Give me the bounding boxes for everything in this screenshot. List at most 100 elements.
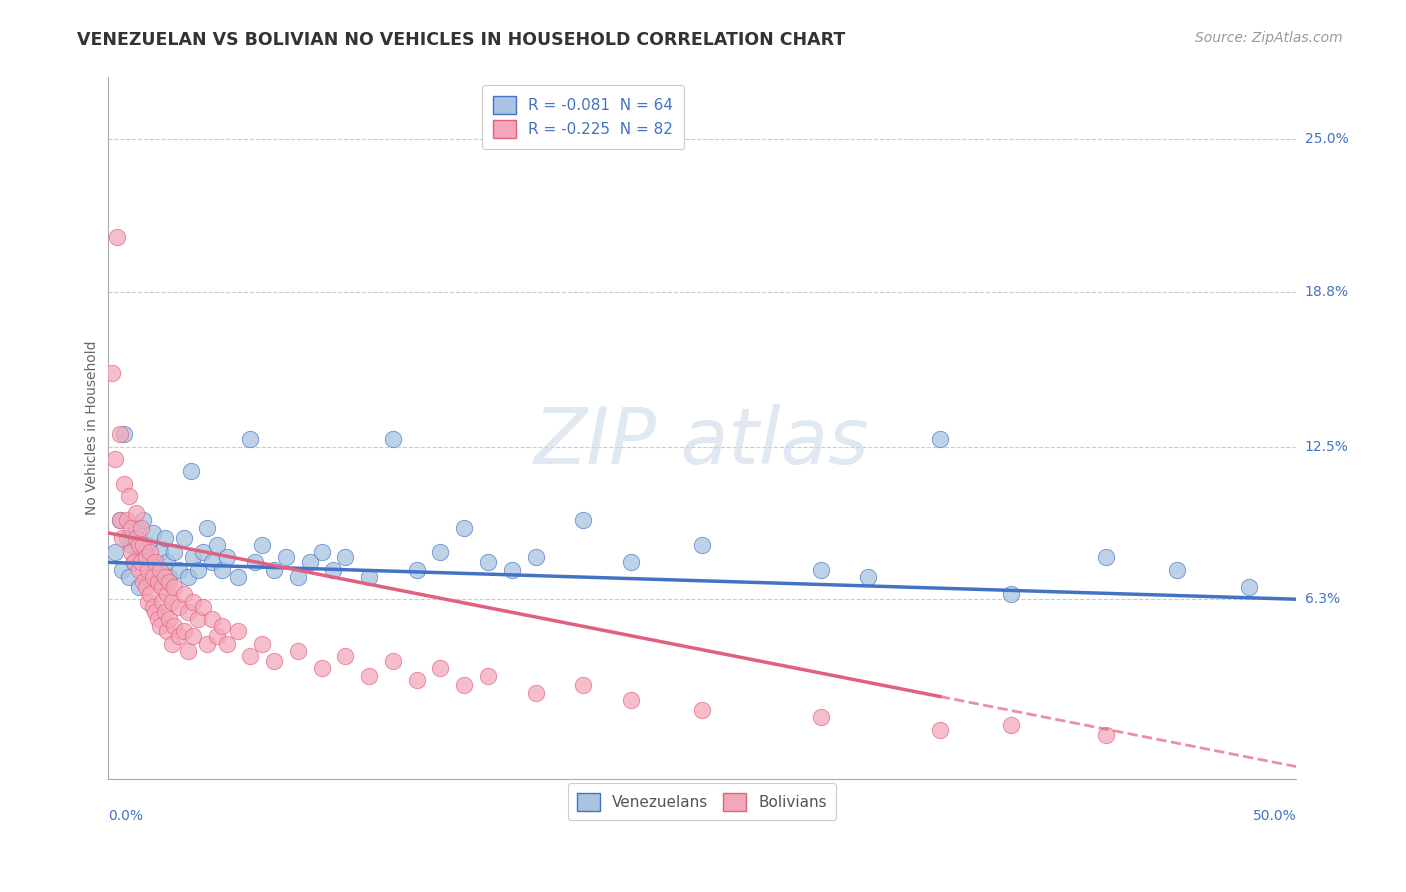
Point [118,570,141,584]
Text: 18.8%: 18.8% [1305,285,1348,299]
Point [477,555,499,569]
Point [173,587,195,601]
Point [122,555,145,569]
Point [111,563,134,577]
Point [239,648,262,663]
Point [129,550,152,565]
Point [156,624,179,639]
Point [173,624,195,639]
Point [153,605,176,619]
Point [108,514,131,528]
Point [197,521,219,535]
Point [120,521,142,535]
Point [191,599,214,614]
Point [690,538,713,552]
Point [159,570,181,584]
Text: 12.5%: 12.5% [1305,440,1348,454]
Point [1000,587,1022,601]
Point [335,550,357,565]
Point [187,563,209,577]
Point [215,550,238,565]
Point [381,654,404,668]
Point [187,612,209,626]
Point [1095,728,1118,742]
Point [143,605,166,619]
Point [115,514,138,528]
Point [135,570,157,584]
Point [1237,580,1260,594]
Point [524,550,547,565]
Point [105,230,128,244]
Point [405,563,427,577]
Point [136,595,159,609]
Point [146,574,169,589]
Point [1166,563,1188,577]
Point [104,452,127,467]
Y-axis label: No Vehicles in Household: No Vehicles in Household [86,341,100,516]
Point [274,550,297,565]
Point [160,636,183,650]
Point [101,366,124,380]
Point [132,574,155,589]
Point [928,432,950,446]
Point [163,545,186,559]
Point [128,580,150,594]
Point [112,427,135,442]
Point [129,555,152,569]
Point [322,563,344,577]
Point [125,521,148,535]
Point [180,464,202,478]
Point [359,668,381,682]
Point [928,723,950,737]
Point [135,550,157,565]
Point [453,521,475,535]
Point [149,563,172,577]
Point [215,636,238,650]
Point [381,432,404,446]
Point [143,555,166,569]
Point [125,531,148,545]
Point [142,525,165,540]
Point [239,432,262,446]
Point [177,605,200,619]
Point [858,570,880,584]
Point [132,514,155,528]
Point [501,563,523,577]
Point [298,555,321,569]
Point [139,587,162,601]
Point [136,563,159,577]
Point [159,574,181,589]
Text: VENEZUELAN VS BOLIVIAN NO VEHICLES IN HOUSEHOLD CORRELATION CHART: VENEZUELAN VS BOLIVIAN NO VEHICLES IN HO… [77,31,845,49]
Text: 0.0%: 0.0% [108,809,142,823]
Point [135,580,157,594]
Text: Source: ZipAtlas.com: Source: ZipAtlas.com [1195,31,1343,45]
Point [228,570,250,584]
Point [112,476,135,491]
Point [128,563,150,577]
Point [142,599,165,614]
Point [163,619,186,633]
Point [197,636,219,650]
Text: 6.3%: 6.3% [1305,592,1340,607]
Point [181,595,204,609]
Text: ZIP atlas: ZIP atlas [534,404,870,480]
Point [115,531,138,545]
Point [263,654,285,668]
Point [205,629,228,643]
Point [201,612,224,626]
Point [128,538,150,552]
Point [429,661,451,675]
Point [181,629,204,643]
Point [149,619,172,633]
Point [1095,550,1118,565]
Point [311,545,333,559]
Point [150,574,173,589]
Point [150,580,173,594]
Point [263,563,285,577]
Point [104,545,127,559]
Legend: Venezuelans, Bolivians: Venezuelans, Bolivians [568,783,837,821]
Point [205,538,228,552]
Point [287,570,309,584]
Point [118,489,141,503]
Point [111,531,134,545]
